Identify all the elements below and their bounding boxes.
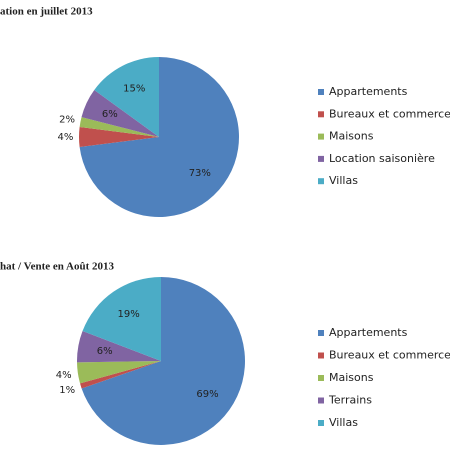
legend-swatch: [318, 89, 324, 95]
data-label: 69%: [196, 389, 218, 400]
data-label: 6%: [97, 346, 113, 357]
legend-label: Villas: [329, 416, 358, 429]
legend-label: Villas: [329, 174, 358, 187]
legend-swatch: [318, 155, 324, 162]
legend-label: Location saisonière: [329, 152, 435, 165]
data-label: 4%: [57, 132, 73, 143]
legend-label: Bureaux et commerces: [329, 107, 450, 120]
data-label: 6%: [102, 109, 118, 120]
legend-swatch: [318, 178, 324, 185]
pie-slice: [81, 277, 246, 446]
pie-slice: [79, 57, 239, 217]
data-label: 4%: [56, 370, 72, 381]
data-label: 15%: [123, 84, 145, 95]
legend-label: Maisons: [329, 371, 374, 384]
legend-swatch: [318, 397, 324, 404]
chart-title: ation en juillet 2013: [0, 6, 93, 18]
legend-label: Bureaux et commerces: [329, 349, 450, 362]
legend-swatch: [318, 133, 324, 140]
pie-slice: [82, 277, 161, 361]
data-label: 73%: [189, 168, 211, 179]
data-label: 2%: [59, 114, 75, 125]
legend-label: Maisons: [329, 130, 374, 143]
pie-slice: [81, 89, 159, 137]
legend-swatch: [318, 420, 324, 426]
legend-label: Appartements: [329, 326, 408, 339]
pie-slice: [79, 117, 159, 137]
legend-swatch: [318, 330, 324, 336]
legend-swatch: [318, 352, 324, 359]
legend-swatch: [318, 111, 324, 118]
pie-slice: [78, 126, 159, 148]
legend-swatch: [318, 375, 324, 381]
data-label: 1%: [59, 385, 75, 396]
pie-slice: [80, 361, 161, 389]
legend-label: Terrains: [328, 394, 372, 407]
pie-slice: [94, 57, 159, 137]
pie-slice: [77, 361, 161, 384]
data-label: 19%: [117, 309, 139, 320]
chart-title: hat / Vente en Août 2013: [0, 261, 114, 273]
legend-label: Appartements: [329, 85, 408, 98]
pie-slice: [77, 331, 161, 363]
